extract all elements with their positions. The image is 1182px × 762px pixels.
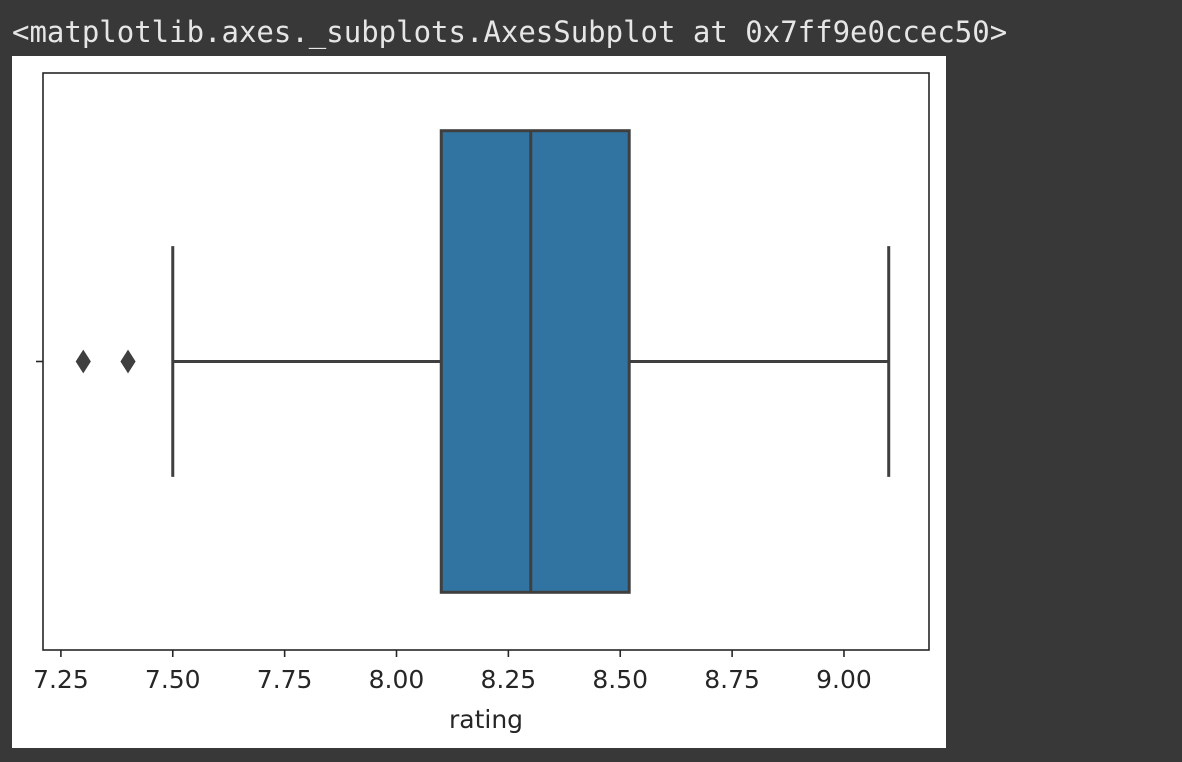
x-axis-label: rating [449,705,523,734]
x-tick-label: 9.00 [816,665,872,694]
outlier-point [120,349,136,374]
box-iqr [439,129,631,594]
boxplot-figure: 7.25 7.50 7.75 8.00 8.25 8.50 8.75 9.00 rating [12,56,946,748]
outlier-point [75,349,91,374]
x-tick-label: 8.50 [592,665,648,694]
x-tick-label: 8.75 [704,665,760,694]
x-tick-label: 7.50 [145,665,201,694]
x-tick-label: 8.25 [481,665,537,694]
plot-area [75,129,891,594]
boxplot-chart: 7.25 7.50 7.75 8.00 8.25 8.50 8.75 9.00 rating [33,72,930,734]
cell-output-repr: <matplotlib.axes._subplots.AxesSubplot a… [12,15,1008,49]
x-tick-label: 8.00 [369,665,425,694]
x-axis: 7.25 7.50 7.75 8.00 8.25 8.50 8.75 9.00 [33,360,872,694]
x-tick-label: 7.25 [33,665,89,694]
x-tick-label: 7.75 [257,665,313,694]
